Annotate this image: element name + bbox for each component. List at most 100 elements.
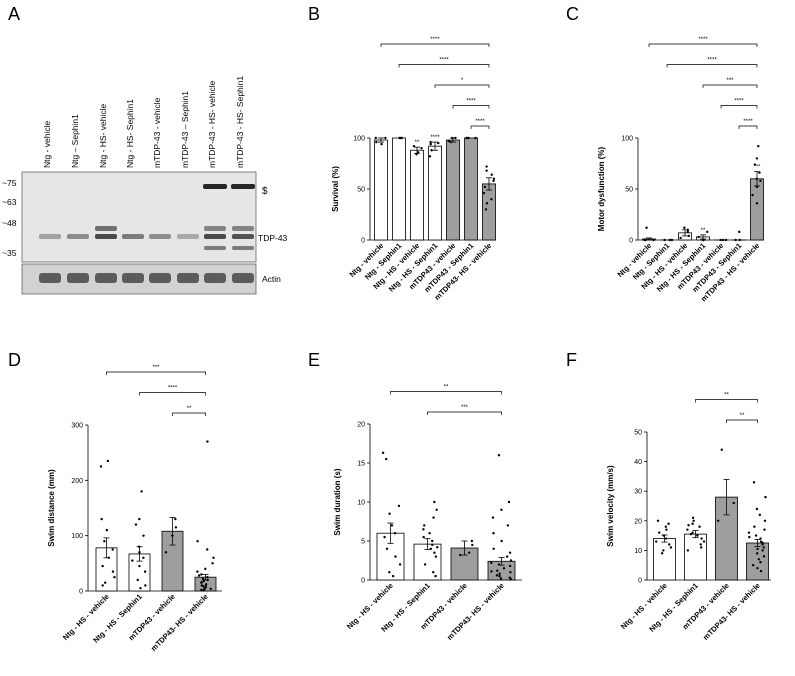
data-point <box>474 136 477 140</box>
data-point <box>755 552 759 555</box>
bar <box>413 543 442 581</box>
data-point <box>699 546 703 549</box>
lane-label: Ntg - vehicle <box>42 120 52 168</box>
data-point <box>432 516 435 519</box>
y-tick-label: 100 <box>71 533 83 540</box>
y-tick-label: 50 <box>634 430 642 437</box>
panel-letter-c: C <box>566 4 579 24</box>
data-point <box>432 571 435 574</box>
bar-significance-label: **** <box>430 135 440 141</box>
data-point <box>692 519 695 522</box>
data-point <box>664 537 668 540</box>
significance-bracket <box>139 392 206 396</box>
data-point <box>143 570 147 573</box>
data-point <box>140 490 143 493</box>
y-tick-label: 0 <box>361 578 365 585</box>
data-point <box>429 142 432 146</box>
data-point <box>139 587 142 590</box>
data-point <box>412 144 416 148</box>
data-point <box>428 532 431 535</box>
tdp43-band <box>204 234 226 239</box>
data-point <box>758 513 762 517</box>
data-point <box>388 512 391 515</box>
y-axis-label: Swim velocity (mm/s) <box>606 465 615 547</box>
data-point <box>113 575 116 579</box>
data-point <box>697 235 700 239</box>
data-point <box>174 526 178 529</box>
lane-label: Ntg - HS- Sephin1 <box>125 99 135 168</box>
data-point <box>201 577 205 581</box>
data-point <box>755 157 759 160</box>
significance-bracket <box>666 64 758 68</box>
panel-letter-e: E <box>308 350 320 370</box>
significance-label: ** <box>444 385 449 391</box>
data-point <box>665 528 668 531</box>
significance-label: **** <box>430 37 440 43</box>
western-blot: Ntg - vehicle Ntg – Sephin1 Ntg - HS- vehi… <box>2 76 288 295</box>
data-point <box>490 173 493 176</box>
significance-bracket <box>106 371 206 375</box>
bar <box>446 139 460 241</box>
data-point <box>138 564 141 568</box>
data-point <box>394 555 397 558</box>
data-point <box>759 179 762 183</box>
data-point <box>399 136 402 140</box>
bar <box>410 149 424 241</box>
data-point <box>174 517 177 521</box>
data-point <box>416 151 420 154</box>
data-point <box>495 574 499 577</box>
data-point <box>490 561 493 565</box>
data-point <box>200 580 203 584</box>
bar <box>374 139 388 241</box>
data-point <box>492 532 495 535</box>
significance-bracket <box>738 125 758 129</box>
lane-label: mTDP-43 - vehicle <box>152 97 162 168</box>
data-point <box>686 549 690 552</box>
tdp43-lower-band <box>204 246 226 250</box>
data-point <box>375 140 378 144</box>
data-point <box>502 567 506 570</box>
data-point <box>747 531 751 534</box>
data-point <box>500 539 503 543</box>
data-point <box>465 136 468 140</box>
data-point <box>734 238 737 242</box>
data-point <box>686 230 690 234</box>
actin-band <box>204 273 226 283</box>
y-tick-label: 0 <box>629 238 633 245</box>
data-point <box>196 540 199 543</box>
data-point <box>201 584 205 588</box>
data-point <box>759 540 763 543</box>
data-point <box>505 555 509 558</box>
data-point <box>144 584 147 587</box>
data-point <box>380 142 383 146</box>
data-point <box>142 534 145 537</box>
data-point <box>755 202 759 205</box>
actin-band <box>122 273 144 283</box>
significance-bracket <box>427 411 502 415</box>
data-point <box>381 451 385 455</box>
tdp43-band <box>177 234 199 239</box>
data-point <box>689 532 693 536</box>
y-tick-label: 10 <box>634 548 642 555</box>
data-point <box>663 238 666 242</box>
data-point <box>206 575 209 579</box>
blot-bands <box>39 184 255 283</box>
significance-label: ** <box>187 406 192 412</box>
data-point <box>698 525 701 528</box>
data-point <box>206 440 209 443</box>
data-point <box>105 528 109 532</box>
data-point <box>204 583 208 586</box>
data-point <box>485 169 488 172</box>
y-tick-label: 50 <box>625 187 633 194</box>
data-point <box>508 551 512 554</box>
data-point <box>691 522 694 525</box>
data-point <box>655 540 658 543</box>
actin-band <box>39 273 61 283</box>
data-point <box>200 573 203 576</box>
actin-band <box>232 273 254 283</box>
bar <box>428 145 442 241</box>
data-point <box>209 587 212 590</box>
dollar-label: $ <box>262 186 268 197</box>
